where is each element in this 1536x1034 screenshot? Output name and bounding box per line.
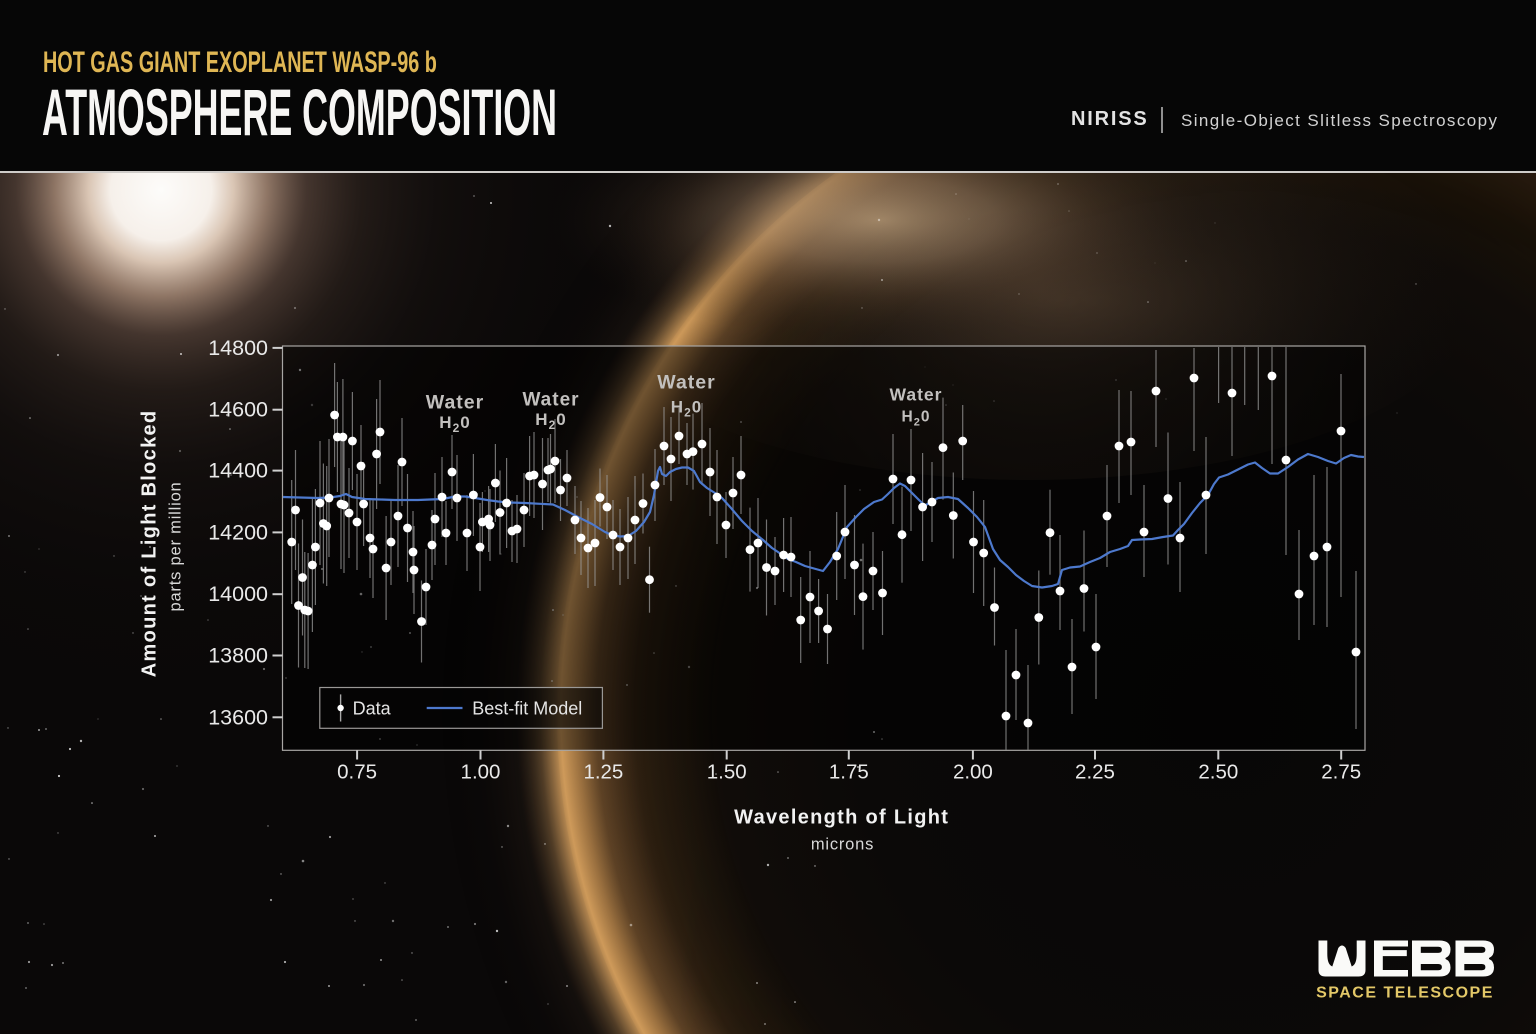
svg-text:13600: 13600 (208, 705, 268, 729)
svg-text:H20: H20 (902, 409, 931, 429)
svg-text:Data: Data (353, 699, 392, 719)
svg-text:1.00: 1.00 (461, 761, 501, 784)
svg-text:Water: Water (426, 392, 484, 414)
svg-text:Best-fit Model: Best-fit Model (472, 699, 582, 719)
svg-text:1.75: 1.75 (829, 761, 869, 784)
svg-text:H20: H20 (535, 410, 566, 432)
svg-text:Amount of Light Blocked: Amount of Light Blocked (139, 410, 161, 678)
svg-text:Water: Water (890, 384, 943, 404)
svg-text:Wavelength of Light: Wavelength of Light (734, 807, 949, 829)
svg-text:14800: 14800 (208, 336, 268, 360)
svg-text:2.50: 2.50 (1198, 761, 1238, 784)
svg-text:microns: microns (811, 836, 874, 854)
svg-text:14600: 14600 (208, 398, 268, 422)
svg-text:Water: Water (522, 390, 579, 411)
svg-text:Water: Water (657, 371, 715, 393)
svg-text:14000: 14000 (208, 582, 268, 606)
svg-text:H20: H20 (439, 413, 470, 435)
svg-text:2.00: 2.00 (953, 761, 993, 784)
svg-text:13800: 13800 (208, 644, 268, 668)
svg-text:2.25: 2.25 (1075, 761, 1115, 784)
svg-text:H20: H20 (671, 398, 702, 420)
svg-text:1.50: 1.50 (707, 761, 747, 784)
svg-text:14400: 14400 (208, 459, 268, 483)
svg-text:parts per million: parts per million (167, 481, 185, 611)
svg-text:1.25: 1.25 (583, 761, 623, 784)
svg-text:SPACE TELESCOPE: SPACE TELESCOPE (1316, 985, 1494, 1002)
svg-text:14200: 14200 (208, 520, 268, 544)
svg-text:2.75: 2.75 (1321, 761, 1361, 784)
svg-text:0.75: 0.75 (337, 761, 377, 784)
